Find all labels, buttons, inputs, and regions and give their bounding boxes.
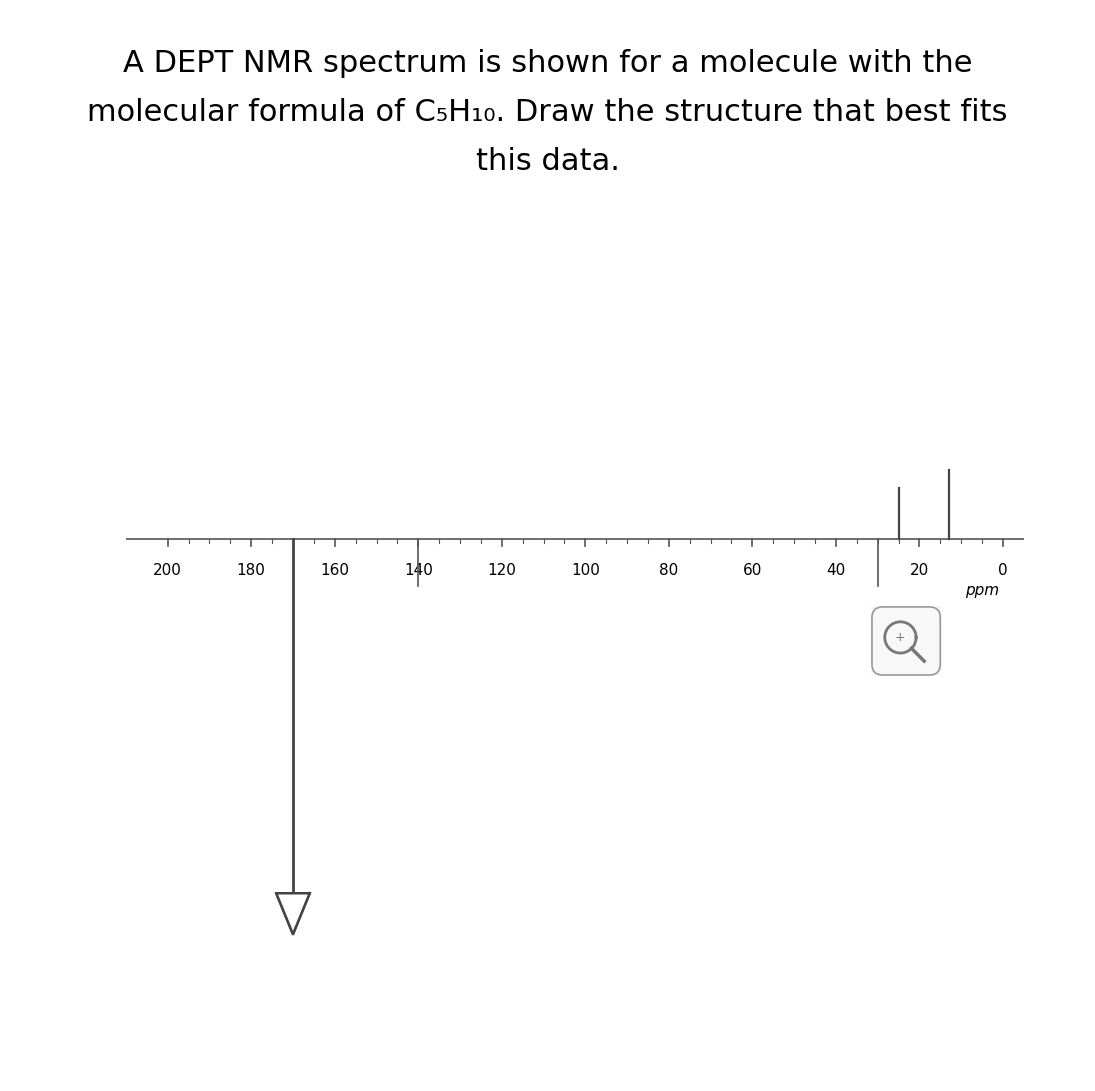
Text: this data.: this data. bbox=[475, 147, 620, 177]
Text: A DEPT NMR spectrum is shown for a molecule with the: A DEPT NMR spectrum is shown for a molec… bbox=[123, 49, 972, 79]
Text: 200: 200 bbox=[153, 563, 182, 577]
Text: +: + bbox=[895, 631, 906, 644]
Text: ppm: ppm bbox=[965, 583, 999, 598]
Text: 80: 80 bbox=[659, 563, 679, 577]
Text: 20: 20 bbox=[910, 563, 929, 577]
Text: 60: 60 bbox=[742, 563, 762, 577]
Text: molecular formula of C₅H₁₀. Draw the structure that best fits: molecular formula of C₅H₁₀. Draw the str… bbox=[88, 98, 1007, 128]
Text: 140: 140 bbox=[404, 563, 433, 577]
Text: 160: 160 bbox=[320, 563, 349, 577]
Polygon shape bbox=[276, 894, 310, 934]
Text: 100: 100 bbox=[570, 563, 600, 577]
Text: 0: 0 bbox=[999, 563, 1007, 577]
Text: 40: 40 bbox=[827, 563, 845, 577]
Text: 180: 180 bbox=[237, 563, 266, 577]
Text: 120: 120 bbox=[487, 563, 516, 577]
